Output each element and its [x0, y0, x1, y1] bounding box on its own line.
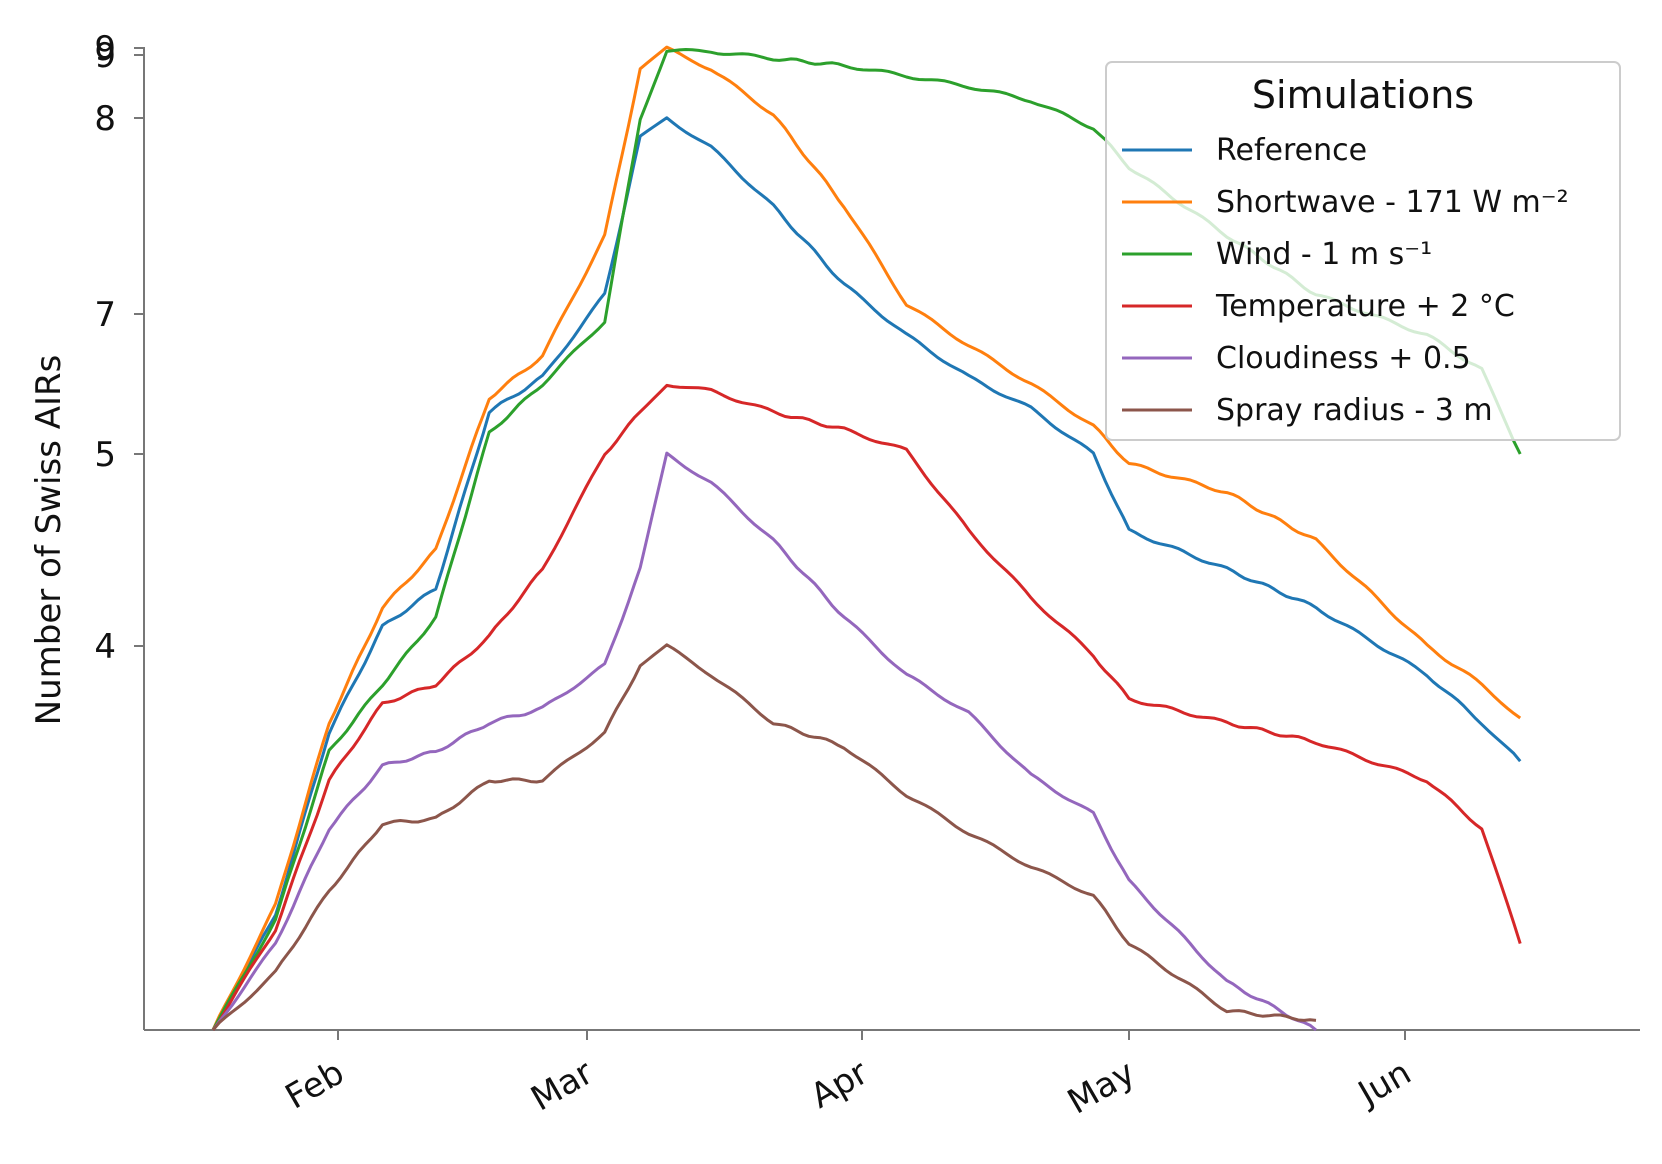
x-tick-label: Jun: [1350, 1053, 1418, 1115]
y-tick-label: 4: [94, 627, 116, 667]
legend-entry-label: Spray radius - 3 m: [1216, 393, 1493, 428]
series-line: [211, 116, 1522, 1031]
legend: Simulations Reference Shortwave - 171 W m…: [1105, 61, 1621, 441]
y-tick-label: 9: [94, 36, 116, 76]
legend-entry-label: Temperature + 2 °C: [1215, 289, 1515, 324]
y-axis-label: Number of Swiss AIRs: [29, 355, 69, 726]
series-line: [211, 45, 1522, 1031]
legend-title: Simulations: [1252, 73, 1474, 117]
legend-entry-label: Shortwave - 171 W m⁻²: [1216, 185, 1569, 220]
legend-items: Reference Shortwave - 171 W m⁻² Wind - 1 m…: [1122, 133, 1569, 428]
y-tick-label: 9: [94, 29, 116, 69]
x-tick-label: Feb: [279, 1053, 351, 1118]
legend-entry-label: Reference: [1216, 133, 1367, 168]
series-line: [211, 451, 1317, 1032]
legend-box: [1105, 61, 1621, 441]
y-tick-label: 7: [94, 295, 116, 335]
series-line: [211, 643, 1317, 1031]
series-line: [211, 383, 1522, 1031]
series-layer: [211, 45, 1522, 1032]
x-tick-label: May: [1061, 1053, 1142, 1123]
x-tick-label: Mar: [524, 1053, 600, 1120]
x-tick-label: Apr: [804, 1053, 875, 1117]
y-tick-label: 8: [94, 99, 116, 139]
y-tick-label: 5: [94, 435, 116, 475]
legend-entry-label: Wind - 1 m s⁻¹: [1216, 237, 1432, 272]
legend-entry-label: Cloudiness + 0.5: [1216, 341, 1471, 376]
